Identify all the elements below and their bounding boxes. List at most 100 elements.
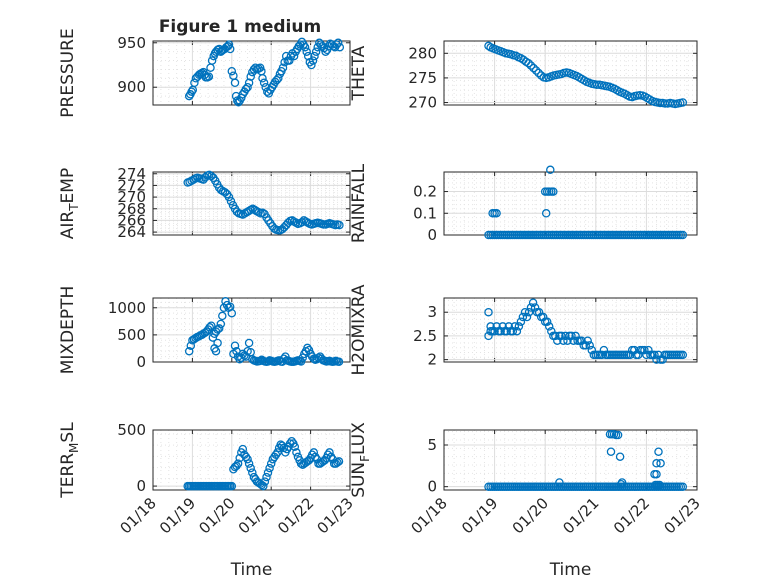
data-point — [557, 331, 566, 341]
panel-h2omixra: 2 2.5 3 H2OMIXRA — [349, 284, 698, 376]
data-point — [516, 317, 526, 326]
data-point — [258, 74, 267, 83]
y-axis-label-part: EMP — [58, 168, 78, 204]
data-point — [207, 56, 217, 65]
series-markers — [183, 436, 344, 491]
y-axis-label: AIRTEMP — [58, 168, 81, 239]
y-tick-label: 950 — [117, 34, 146, 52]
data-point — [326, 452, 336, 462]
data-point — [325, 448, 334, 457]
y-tick-label: 5 — [427, 436, 437, 454]
data-point — [224, 40, 234, 49]
data-point — [302, 47, 311, 56]
data-point — [484, 41, 493, 51]
data-point — [297, 217, 307, 227]
data-point — [309, 448, 319, 457]
x-tick-label: 01/21 — [235, 494, 278, 537]
data-point — [542, 317, 552, 326]
data-point — [656, 459, 665, 468]
y-axis-label-part: LUX — [349, 422, 369, 455]
panel-mixdepth: 0 500 1000 MIXDEPTH — [58, 286, 351, 374]
data-point — [310, 51, 319, 61]
y-tick-label: 266 — [117, 211, 146, 229]
x-tick-label: 01/18 — [408, 494, 451, 537]
y-axis-label: PRESSURE — [58, 28, 78, 117]
data-point — [640, 345, 649, 355]
data-point — [561, 331, 570, 341]
data-point — [230, 341, 240, 350]
data-point — [518, 312, 528, 322]
data-point — [226, 196, 236, 206]
x-tick-label: 01/23 — [661, 494, 704, 537]
data-point — [204, 72, 214, 81]
data-point — [290, 442, 300, 452]
y-tick-label: 268 — [117, 200, 146, 218]
panel-rainfall: 0 0.1 0.2 RAINFALL — [349, 163, 698, 244]
data-point — [244, 78, 254, 88]
data-point — [263, 357, 273, 366]
data-point — [232, 461, 241, 471]
data-point — [223, 42, 233, 51]
data-point — [243, 454, 252, 464]
y-tick-label: 2.5 — [413, 327, 437, 345]
y-axis-label: TERRMSL — [58, 422, 81, 499]
data-point — [311, 47, 321, 56]
data-point — [616, 479, 626, 489]
data-point — [244, 459, 254, 468]
data-point — [184, 91, 194, 101]
data-point — [300, 42, 310, 52]
y-axis-label-part: TERR — [58, 453, 78, 499]
y-axis-label-part: SUN — [349, 462, 369, 498]
data-point — [211, 346, 221, 356]
data-point — [296, 357, 306, 366]
data-point — [308, 56, 318, 65]
data-point — [625, 350, 635, 360]
data-point — [334, 357, 344, 366]
data-point — [654, 447, 663, 456]
axes-border — [152, 429, 351, 491]
axes-border — [443, 40, 698, 106]
x-tick-label: 01/19 — [458, 494, 501, 537]
y-tick-label: 0 — [136, 477, 146, 495]
data-point — [496, 326, 505, 336]
data-point — [298, 353, 307, 362]
x-axis-label: Time — [549, 560, 592, 580]
data-point — [224, 192, 234, 202]
data-point — [531, 66, 541, 75]
y-tick-label: 500 — [117, 421, 146, 439]
data-point — [526, 303, 536, 312]
series-markers — [183, 170, 344, 235]
x-axis-label: Time — [230, 560, 273, 580]
x-tick-label: 01/21 — [559, 494, 602, 537]
data-point — [218, 311, 227, 321]
data-point — [551, 331, 560, 341]
data-point — [234, 98, 243, 107]
data-point — [186, 341, 196, 350]
data-point — [585, 341, 594, 350]
data-point — [492, 209, 501, 218]
data-point — [613, 430, 623, 440]
axes-border — [152, 40, 351, 106]
x-tick-label: 01/22 — [610, 494, 653, 537]
data-point — [184, 346, 194, 356]
data-point — [207, 321, 216, 330]
y-tick-label: 270 — [117, 188, 146, 206]
data-point — [304, 345, 314, 355]
data-point — [486, 326, 495, 336]
data-point — [652, 469, 661, 479]
data-point — [510, 322, 520, 331]
x-tick-label: 01/22 — [274, 494, 317, 537]
data-point — [333, 38, 343, 48]
data-point — [492, 322, 501, 331]
data-point — [615, 452, 625, 461]
data-point — [274, 74, 283, 83]
y-tick-label: 264 — [117, 223, 146, 241]
data-point — [606, 447, 616, 456]
panel-terr-msl: 0 500 TERRMSL 01/1801/1901/2001/2101/2201/2… — [58, 421, 357, 580]
data-point — [271, 450, 281, 459]
data-point — [553, 336, 562, 345]
data-point — [187, 87, 196, 96]
y-tick-label: 275 — [408, 69, 437, 87]
